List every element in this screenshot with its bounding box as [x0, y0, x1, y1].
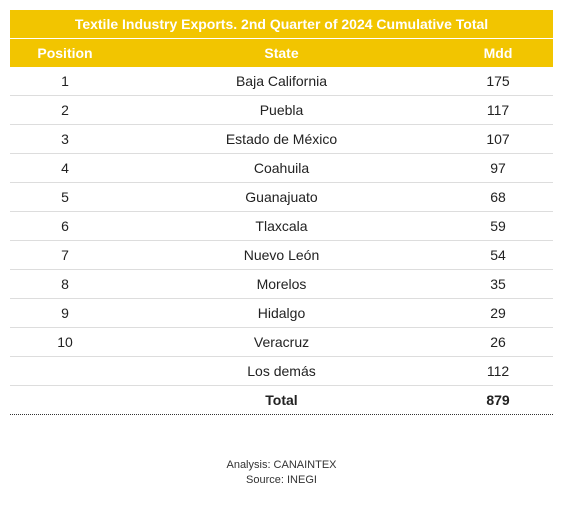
cell-state: Hidalgo — [257, 305, 306, 321]
cell-state: Baja California — [235, 73, 328, 89]
cell-state: Veracruz — [253, 334, 310, 350]
analysis-credit: Analysis: CANAINTEX — [226, 459, 337, 471]
cell-state: Morelos — [256, 276, 307, 292]
cell-state: Los demás — [247, 363, 316, 379]
cell-position: 9 — [61, 305, 69, 321]
cell-position: 8 — [61, 276, 69, 292]
cell-mdd: 112 — [486, 363, 510, 379]
cell-mdd: 107 — [486, 131, 510, 147]
cell-mdd: 35 — [490, 276, 506, 292]
cell-mdd: 68 — [490, 189, 506, 205]
cell-position: 3 — [61, 131, 69, 147]
source-credit: Source: INEGI — [246, 474, 317, 486]
cell-position: 7 — [61, 247, 69, 263]
table-row: 6 Tlaxcala 59 — [10, 212, 553, 241]
table-row: 3 Estado de México 107 — [10, 125, 553, 154]
cell-position: 4 — [61, 160, 69, 176]
table-row: 1 Baja California 175 — [10, 67, 553, 96]
column-header-position: Position — [37, 45, 93, 61]
cell-mdd: 97 — [490, 160, 506, 176]
cell-mdd: 29 — [490, 305, 506, 321]
exports-table: Textile Industry Exports. 2nd Quarter of… — [10, 10, 553, 415]
table-row: 4 Coahuila 97 — [10, 154, 553, 183]
column-header-mdd: Mdd — [483, 45, 513, 61]
table-row: 8 Morelos 35 — [10, 270, 553, 299]
total-label: Total — [265, 392, 298, 408]
cell-mdd: 54 — [490, 247, 506, 263]
cell-mdd: 175 — [486, 73, 510, 89]
cell-mdd: 26 — [490, 334, 506, 350]
cell-position: 5 — [61, 189, 69, 205]
cell-mdd: 59 — [490, 218, 506, 234]
cell-position: 10 — [57, 334, 73, 350]
cell-position: 2 — [61, 102, 69, 118]
cell-mdd: 117 — [486, 102, 510, 118]
footer: Analysis: CANAINTEX Source: INEGI — [0, 458, 563, 488]
cell-state: Guanajuato — [245, 189, 318, 205]
table-body: 1 Baja California 175 2 Puebla 117 3 Estado de … — [10, 67, 553, 386]
table-row: 10 Veracruz 26 — [10, 328, 553, 357]
total-value: 879 — [486, 392, 510, 408]
cell-state: Puebla — [259, 102, 304, 118]
column-header-state: State — [264, 45, 299, 61]
table-row: 9 Hidalgo 29 — [10, 299, 553, 328]
table-row: 5 Guanajuato 68 — [10, 183, 553, 212]
table-row: 2 Puebla 117 — [10, 96, 553, 125]
table-total-row: Total 879 — [10, 386, 553, 415]
cell-position: 1 — [61, 73, 69, 89]
table-header-row: Position State Mdd — [10, 39, 553, 67]
table-row: 7 Nuevo León 54 — [10, 241, 553, 270]
cell-position: 6 — [61, 218, 69, 234]
cell-state: Coahuila — [253, 160, 310, 176]
cell-state: Tlaxcala — [255, 218, 308, 234]
table-title: Textile Industry Exports. 2nd Quarter of… — [10, 10, 553, 39]
table-row: Los demás 112 — [10, 357, 553, 386]
cell-state: Estado de México — [225, 131, 338, 147]
cell-state: Nuevo León — [243, 247, 320, 263]
